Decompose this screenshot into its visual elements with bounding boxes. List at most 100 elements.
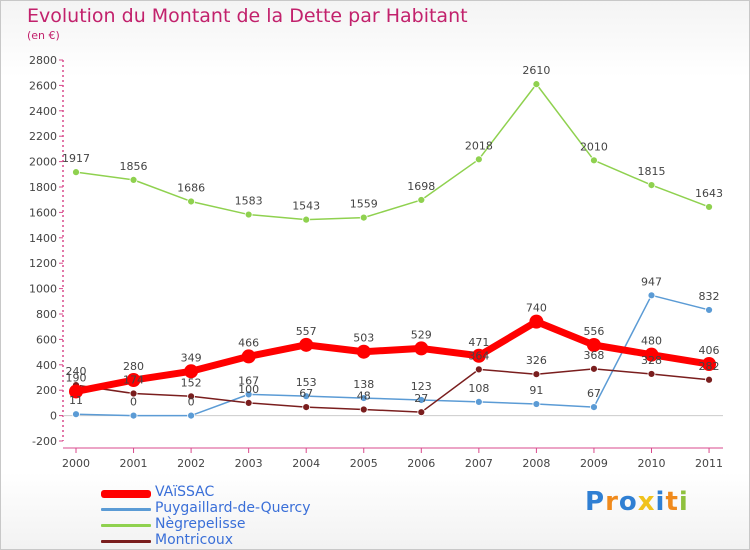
data-label: 326 <box>526 354 547 367</box>
data-label: 108 <box>468 382 489 395</box>
data-label: 740 <box>526 302 547 315</box>
data-label: 48 <box>357 390 371 403</box>
series-line-puygaillard-de-quercy <box>75 294 710 417</box>
data-point <box>241 349 256 364</box>
data-label: 67 <box>299 387 313 400</box>
data-point <box>647 370 656 378</box>
chart-title: Evolution du Montant de la Dette par Hab… <box>27 5 468 27</box>
x-tick-label: 2004 <box>292 457 320 470</box>
data-point <box>532 400 541 408</box>
data-label: 2018 <box>465 139 493 152</box>
data-label: 11 <box>69 394 83 407</box>
x-tick-label: 2010 <box>638 457 666 470</box>
series-line-montricoux <box>75 368 710 413</box>
x-tick-label: 2008 <box>522 457 550 470</box>
data-point <box>474 397 483 406</box>
data-point <box>302 392 311 401</box>
data-point <box>705 375 713 384</box>
data-point <box>417 196 426 204</box>
legend-label: Puygaillard-de-Quercy <box>155 500 311 516</box>
data-point <box>647 291 656 300</box>
series-line-vai-ssac <box>72 318 713 395</box>
data-label: 123 <box>411 380 432 393</box>
data-point <box>417 396 426 404</box>
data-point <box>590 156 598 165</box>
data-point <box>244 390 253 399</box>
data-point <box>586 337 601 352</box>
data-label: 529 <box>411 328 432 341</box>
data-point <box>299 337 314 352</box>
legend-swatch-vaissac <box>101 490 151 498</box>
data-label: 1543 <box>292 200 320 213</box>
data-point <box>532 370 541 379</box>
data-label: 471 <box>468 336 489 349</box>
legend-label: Nègrepelisse <box>155 516 246 532</box>
y-tick-label: 1000 <box>29 283 57 296</box>
data-point <box>359 405 368 414</box>
x-tick-label: 2007 <box>465 457 493 470</box>
data-point <box>72 410 80 419</box>
data-point <box>244 398 253 407</box>
data-point <box>187 392 196 401</box>
x-tick-label: 2009 <box>580 457 608 470</box>
data-label: 1643 <box>695 187 723 200</box>
data-label: 466 <box>238 336 259 349</box>
data-label: 832 <box>699 290 720 303</box>
data-label: 27 <box>414 392 428 405</box>
data-point <box>184 364 199 379</box>
x-tick-label: 2001 <box>120 457 148 470</box>
data-label: 0 <box>188 396 195 409</box>
data-point <box>69 384 83 399</box>
data-point <box>359 213 368 222</box>
y-tick-label: 1400 <box>29 232 57 245</box>
data-label: 1698 <box>407 180 435 193</box>
data-point <box>644 347 659 362</box>
data-label: 240 <box>66 365 87 378</box>
data-point <box>356 344 371 359</box>
data-label: 947 <box>641 275 662 288</box>
data-point <box>529 314 544 329</box>
data-label: 2610 <box>522 64 550 77</box>
logo-letter: t <box>665 487 679 517</box>
data-label: 174 <box>123 374 144 387</box>
data-label: 2010 <box>580 140 608 153</box>
legend-swatch-puygaillard <box>101 508 151 511</box>
data-point <box>244 210 253 219</box>
data-point <box>474 365 483 374</box>
series-line-ne-grepelisse <box>75 83 710 221</box>
data-label: 0 <box>130 396 137 409</box>
data-point <box>474 155 483 164</box>
legend-label: VAïSSAC <box>155 484 215 500</box>
data-label: 100 <box>238 383 259 396</box>
data-point <box>187 197 196 206</box>
data-point <box>129 175 138 184</box>
proxiti-logo: Proxiti <box>585 487 689 517</box>
logo-letter: i <box>655 487 666 517</box>
data-label: 153 <box>296 376 317 389</box>
logo-letter: r <box>605 487 619 517</box>
data-label: 1815 <box>638 165 666 178</box>
data-label: 1917 <box>62 152 90 165</box>
logo-letter: i <box>678 487 689 517</box>
chart-subtitle: (en €) <box>27 29 60 42</box>
data-point <box>302 215 311 224</box>
data-point <box>126 373 141 388</box>
y-tick-label: -200 <box>32 435 57 448</box>
y-tick-label: 600 <box>36 333 57 346</box>
data-label: 1856 <box>120 160 148 173</box>
data-label: 91 <box>529 384 543 397</box>
data-label: 480 <box>641 335 662 348</box>
data-point <box>471 348 486 363</box>
data-label: 167 <box>238 374 259 387</box>
data-point <box>702 357 717 372</box>
data-label: 503 <box>353 332 374 345</box>
data-point <box>590 364 598 373</box>
y-tick-label: 1600 <box>29 206 57 219</box>
y-tick-label: 400 <box>36 359 57 372</box>
data-label: 280 <box>123 360 144 373</box>
data-label: 406 <box>699 344 720 357</box>
y-tick-label: 2600 <box>29 79 57 92</box>
logo-letter: P <box>585 487 606 517</box>
legend-label: Montricoux <box>155 532 234 548</box>
